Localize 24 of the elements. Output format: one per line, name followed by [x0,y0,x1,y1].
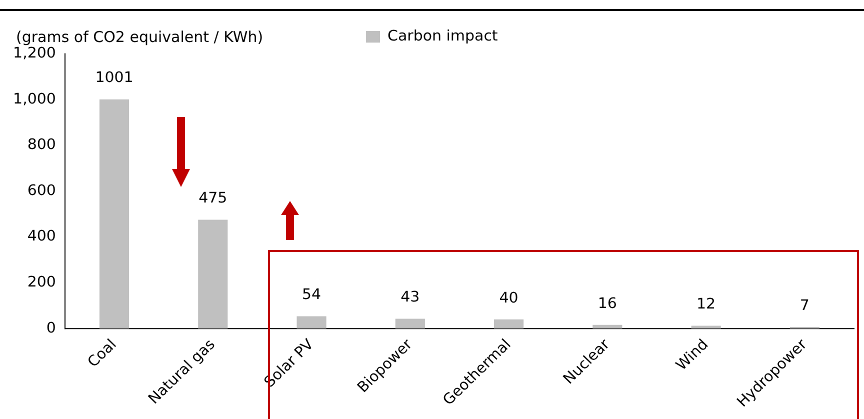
bar [296,316,326,329]
data-label: 54 [302,286,322,304]
y-axis-title: (grams of CO2 equivalent / KWh) [16,28,264,46]
data-label: 40 [499,289,518,306]
y-tick-label: 0 [46,320,56,336]
bar [198,220,228,329]
data-label: 12 [696,296,716,313]
y-tick-label: 1,000 [13,90,56,108]
bar [99,99,130,329]
y-tick-label: 200 [27,274,56,290]
bar [494,319,524,329]
y-tick-label: 800 [27,136,56,154]
bar [592,324,622,329]
legend-label: Carbon impact [388,28,498,44]
data-label: 7 [800,297,810,314]
y-tick-label: 600 [27,182,56,199]
y-tick-label: 400 [27,228,56,245]
data-label: 475 [198,190,228,207]
y-tick-label: 1,200 [13,44,56,62]
data-label: 16 [598,294,617,312]
data-label: 1001 [95,69,134,86]
bar [395,318,425,329]
bar [691,326,721,329]
data-label: 43 [400,288,420,306]
